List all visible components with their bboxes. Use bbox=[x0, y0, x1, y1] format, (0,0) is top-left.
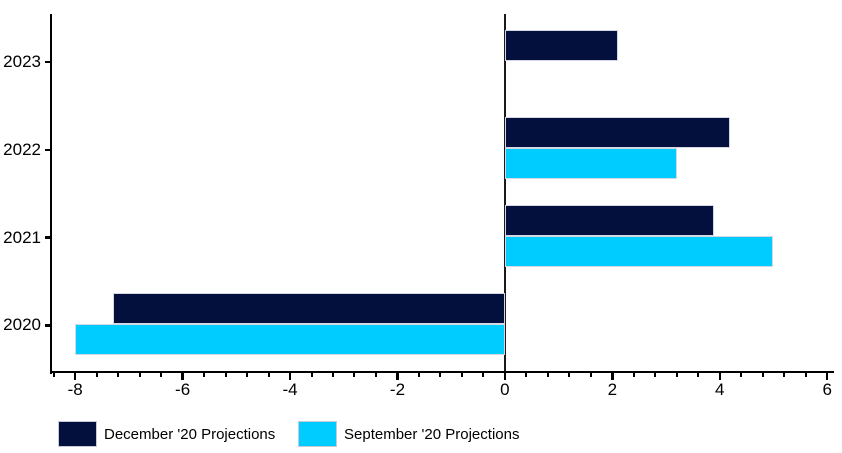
x-axis-minor-tick bbox=[439, 373, 442, 377]
y-axis-tick bbox=[45, 236, 51, 239]
x-axis-minor-tick bbox=[138, 373, 141, 377]
x-axis-minor-tick bbox=[224, 373, 227, 377]
y-axis-tick bbox=[45, 60, 51, 64]
x-tick-label-4: 4 bbox=[715, 380, 725, 399]
x-axis-minor-tick bbox=[589, 373, 592, 377]
x-axis-minor-tick bbox=[482, 373, 485, 377]
x-axis-minor-tick bbox=[460, 373, 463, 377]
x-axis-major-tick bbox=[718, 373, 722, 380]
x-axis-minor-tick bbox=[632, 373, 635, 377]
x-tick-label--2: -2 bbox=[389, 380, 406, 399]
bar-december-2021 bbox=[504, 205, 715, 237]
legend-label-september-projections: September '20 Projections bbox=[344, 425, 520, 443]
x-axis-minor-tick bbox=[310, 373, 313, 377]
x-axis-spine bbox=[49, 370, 835, 373]
x-axis-minor-tick bbox=[804, 373, 807, 377]
x-tick-label--8: -8 bbox=[67, 380, 83, 399]
x-axis-major-tick bbox=[611, 373, 614, 380]
x-axis-major-tick bbox=[288, 373, 292, 380]
x-tick-label-0: 0 bbox=[500, 380, 510, 399]
legend-item-december-projections: December '20 Projections bbox=[58, 420, 275, 448]
x-axis-minor-tick bbox=[675, 373, 678, 377]
x-axis-minor-tick bbox=[95, 373, 98, 377]
y-axis-tick bbox=[45, 324, 51, 327]
x-axis-minor-tick bbox=[374, 373, 377, 377]
x-axis-major-tick bbox=[73, 373, 77, 380]
bar-september-2020 bbox=[75, 323, 505, 355]
x-axis-major-tick bbox=[825, 373, 829, 380]
legend-swatch-december-projections bbox=[58, 421, 97, 447]
x-axis-minor-tick bbox=[783, 373, 786, 377]
x-axis-minor-tick bbox=[246, 373, 249, 377]
x-tick-label-6: 6 bbox=[822, 380, 832, 399]
y-axis-spine bbox=[49, 14, 53, 374]
x-axis-minor-tick bbox=[52, 373, 55, 377]
y-axis-tick bbox=[45, 148, 51, 152]
bar-december-2022 bbox=[504, 117, 731, 149]
y-tick-label-2023: 2023 bbox=[3, 52, 41, 71]
x-tick-label--6: -6 bbox=[175, 380, 191, 399]
x-axis-minor-tick bbox=[353, 373, 356, 377]
x-axis-minor-tick bbox=[525, 373, 528, 377]
zero-reference-line bbox=[504, 14, 506, 371]
x-tick-label--4: -4 bbox=[282, 380, 298, 399]
bar-december-2023 bbox=[504, 29, 618, 61]
y-tick-label-2022: 2022 bbox=[3, 139, 41, 159]
x-axis-minor-tick bbox=[267, 373, 270, 377]
x-axis-minor-tick bbox=[203, 373, 206, 377]
x-axis-major-tick bbox=[396, 373, 399, 380]
legend-label-december-projections: December '20 Projections bbox=[104, 425, 276, 443]
x-axis-minor-tick bbox=[546, 373, 549, 377]
bar-december-2020 bbox=[112, 292, 505, 324]
x-axis-major-tick bbox=[503, 373, 507, 380]
x-axis-minor-tick bbox=[417, 373, 420, 377]
x-axis-major-tick bbox=[181, 373, 184, 380]
y-tick-label-2021: 2021 bbox=[3, 227, 41, 247]
x-axis-minor-tick bbox=[697, 373, 700, 377]
legend-item-september-projections: September '20 Projections bbox=[298, 420, 519, 448]
y-tick-label-2020: 2020 bbox=[3, 315, 41, 335]
bar-september-2022 bbox=[504, 148, 677, 180]
legend-swatch-september-projections bbox=[298, 421, 337, 447]
x-tick-label-2: 2 bbox=[607, 380, 618, 399]
x-axis-minor-tick bbox=[568, 373, 571, 377]
bar-september-2021 bbox=[504, 236, 774, 268]
x-axis-minor-tick bbox=[761, 373, 764, 377]
x-axis-minor-tick bbox=[332, 373, 334, 377]
x-axis-minor-tick bbox=[160, 373, 163, 377]
x-axis-minor-tick bbox=[740, 373, 743, 377]
x-axis-minor-tick bbox=[117, 373, 120, 377]
x-axis-minor-tick bbox=[654, 373, 657, 377]
